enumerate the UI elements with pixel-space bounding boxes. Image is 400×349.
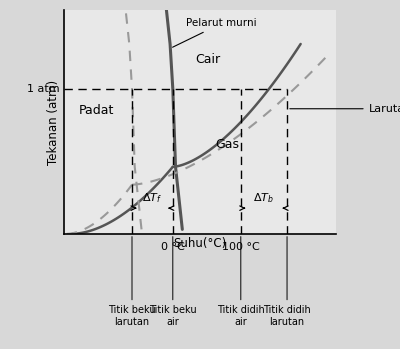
Text: Cair: Cair xyxy=(196,53,221,66)
Text: Larutan: Larutan xyxy=(290,104,400,114)
Text: $\Delta T_f$: $\Delta T_f$ xyxy=(142,191,162,205)
Text: 1 atm: 1 atm xyxy=(27,84,60,94)
Text: Padat: Padat xyxy=(79,104,114,118)
Text: Titik didih
larutan: Titik didih larutan xyxy=(263,237,311,327)
Text: Pelarut murni: Pelarut murni xyxy=(172,18,257,47)
Text: Titik beku
larutan: Titik beku larutan xyxy=(108,237,156,327)
Text: Titik didih
air: Titik didih air xyxy=(217,237,265,327)
Text: Titik beku
air: Titik beku air xyxy=(149,237,197,327)
Text: 0 °C: 0 °C xyxy=(161,242,185,252)
Text: $\Delta T_b$: $\Delta T_b$ xyxy=(254,191,274,205)
Text: Gas: Gas xyxy=(215,138,239,151)
X-axis label: Suhu(°C): Suhu(°C) xyxy=(173,237,227,250)
Text: 100 °C: 100 °C xyxy=(222,242,260,252)
Y-axis label: Tekanan (atm): Tekanan (atm) xyxy=(47,80,60,165)
